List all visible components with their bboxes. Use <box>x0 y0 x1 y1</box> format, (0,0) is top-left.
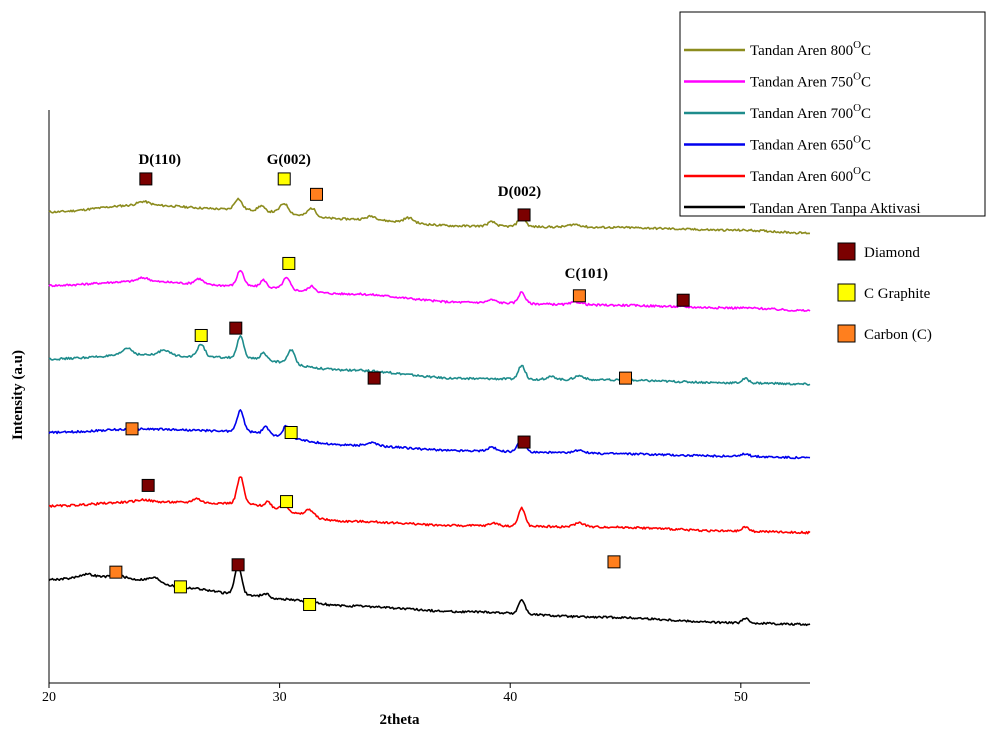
phase-legend-swatch <box>837 283 856 302</box>
series-line-4 <box>48 476 811 535</box>
phase-marker <box>676 293 690 307</box>
legend-label-sup: O <box>853 102 861 114</box>
phase-legend-label: Diamond <box>864 245 920 261</box>
chart-axes: 20 30 40 50 2theta Intensity (a.u) <box>10 110 810 728</box>
series-layer <box>48 197 811 627</box>
phase-marker <box>194 328 208 342</box>
legend-label: Tandan Aren 750OC <box>750 71 871 91</box>
legend-label-tail: C <box>861 169 871 185</box>
x-tick-label: 30 <box>273 690 287 705</box>
legend-label-name: Tandan Aren 750 <box>750 75 853 91</box>
phase-marker <box>173 580 187 594</box>
peak-annotation: D(110) <box>138 152 181 168</box>
legend-label-name: Tandan Aren 600 <box>750 169 853 185</box>
legend-label-sup: O <box>853 71 861 83</box>
phase-marker <box>619 371 633 385</box>
peak-annotation: D(002) <box>498 184 541 200</box>
peak-annotation: G(002) <box>267 152 311 168</box>
phase-marker-layer <box>109 172 690 611</box>
series-line-2 <box>48 335 811 386</box>
legend-label-name: Tandan Aren 700 <box>750 106 853 122</box>
phase-marker <box>139 172 153 186</box>
legend-label: Tandan Aren 600OC <box>750 165 871 185</box>
phase-marker <box>231 558 245 572</box>
phase-marker <box>141 478 155 492</box>
legend-label-name: Tandan Aren Tanpa Aktivasi <box>750 201 921 217</box>
phase-legend: Diamond C Graphite Carbon (C) <box>837 242 932 343</box>
phase-marker <box>310 187 324 201</box>
legend-label-tail: C <box>861 106 871 122</box>
phase-marker <box>284 426 298 439</box>
x-tick-label: 40 <box>503 690 517 705</box>
series-line-1 <box>48 269 811 312</box>
phase-marker <box>572 289 586 303</box>
legend-label: Tandan Aren 800OC <box>750 39 871 59</box>
series-line-0 <box>48 197 811 235</box>
phase-marker <box>517 208 531 222</box>
phase-marker <box>280 495 294 509</box>
phase-legend-swatch <box>837 242 856 261</box>
legend-label-sup: O <box>853 39 861 51</box>
phase-marker <box>125 422 139 436</box>
peak-annotation: C(101) <box>565 266 608 282</box>
phase-marker <box>517 435 531 449</box>
legend-label-tail: C <box>861 138 871 154</box>
phase-legend-swatch <box>837 324 856 343</box>
annotation-layer: D(110) G(002) D(002) C(101) <box>138 152 608 282</box>
phase-legend-label: C Graphite <box>864 286 931 302</box>
phase-marker <box>303 597 317 611</box>
x-tick-label: 50 <box>734 690 748 705</box>
phase-marker <box>607 555 621 569</box>
legend-label-tail: C <box>861 43 871 59</box>
series-line-5 <box>48 563 811 627</box>
phase-marker <box>367 371 381 385</box>
legend-label-sup: O <box>853 165 861 177</box>
phase-legend-label: Carbon (C) <box>864 327 932 343</box>
legend-label-name: Tandan Aren 650 <box>750 138 853 154</box>
phase-marker <box>277 172 291 186</box>
legend-label-sup: O <box>853 134 861 146</box>
x-axis-title: 2theta <box>380 712 420 728</box>
phase-marker <box>109 565 123 579</box>
legend-label: Tandan Aren 700OC <box>750 102 871 122</box>
legend-label: Tandan Aren Tanpa Aktivasi <box>750 201 921 217</box>
x-tick-label: 20 <box>42 690 56 705</box>
legend-label-tail: C <box>861 75 871 91</box>
series-line-3 <box>48 409 811 460</box>
phase-marker <box>229 321 243 335</box>
phase-marker <box>282 256 296 270</box>
y-axis-title: Intensity (a.u) <box>10 350 26 440</box>
legend-label: Tandan Aren 650OC <box>750 134 871 154</box>
legend-label-name: Tandan Aren 800 <box>750 43 853 59</box>
